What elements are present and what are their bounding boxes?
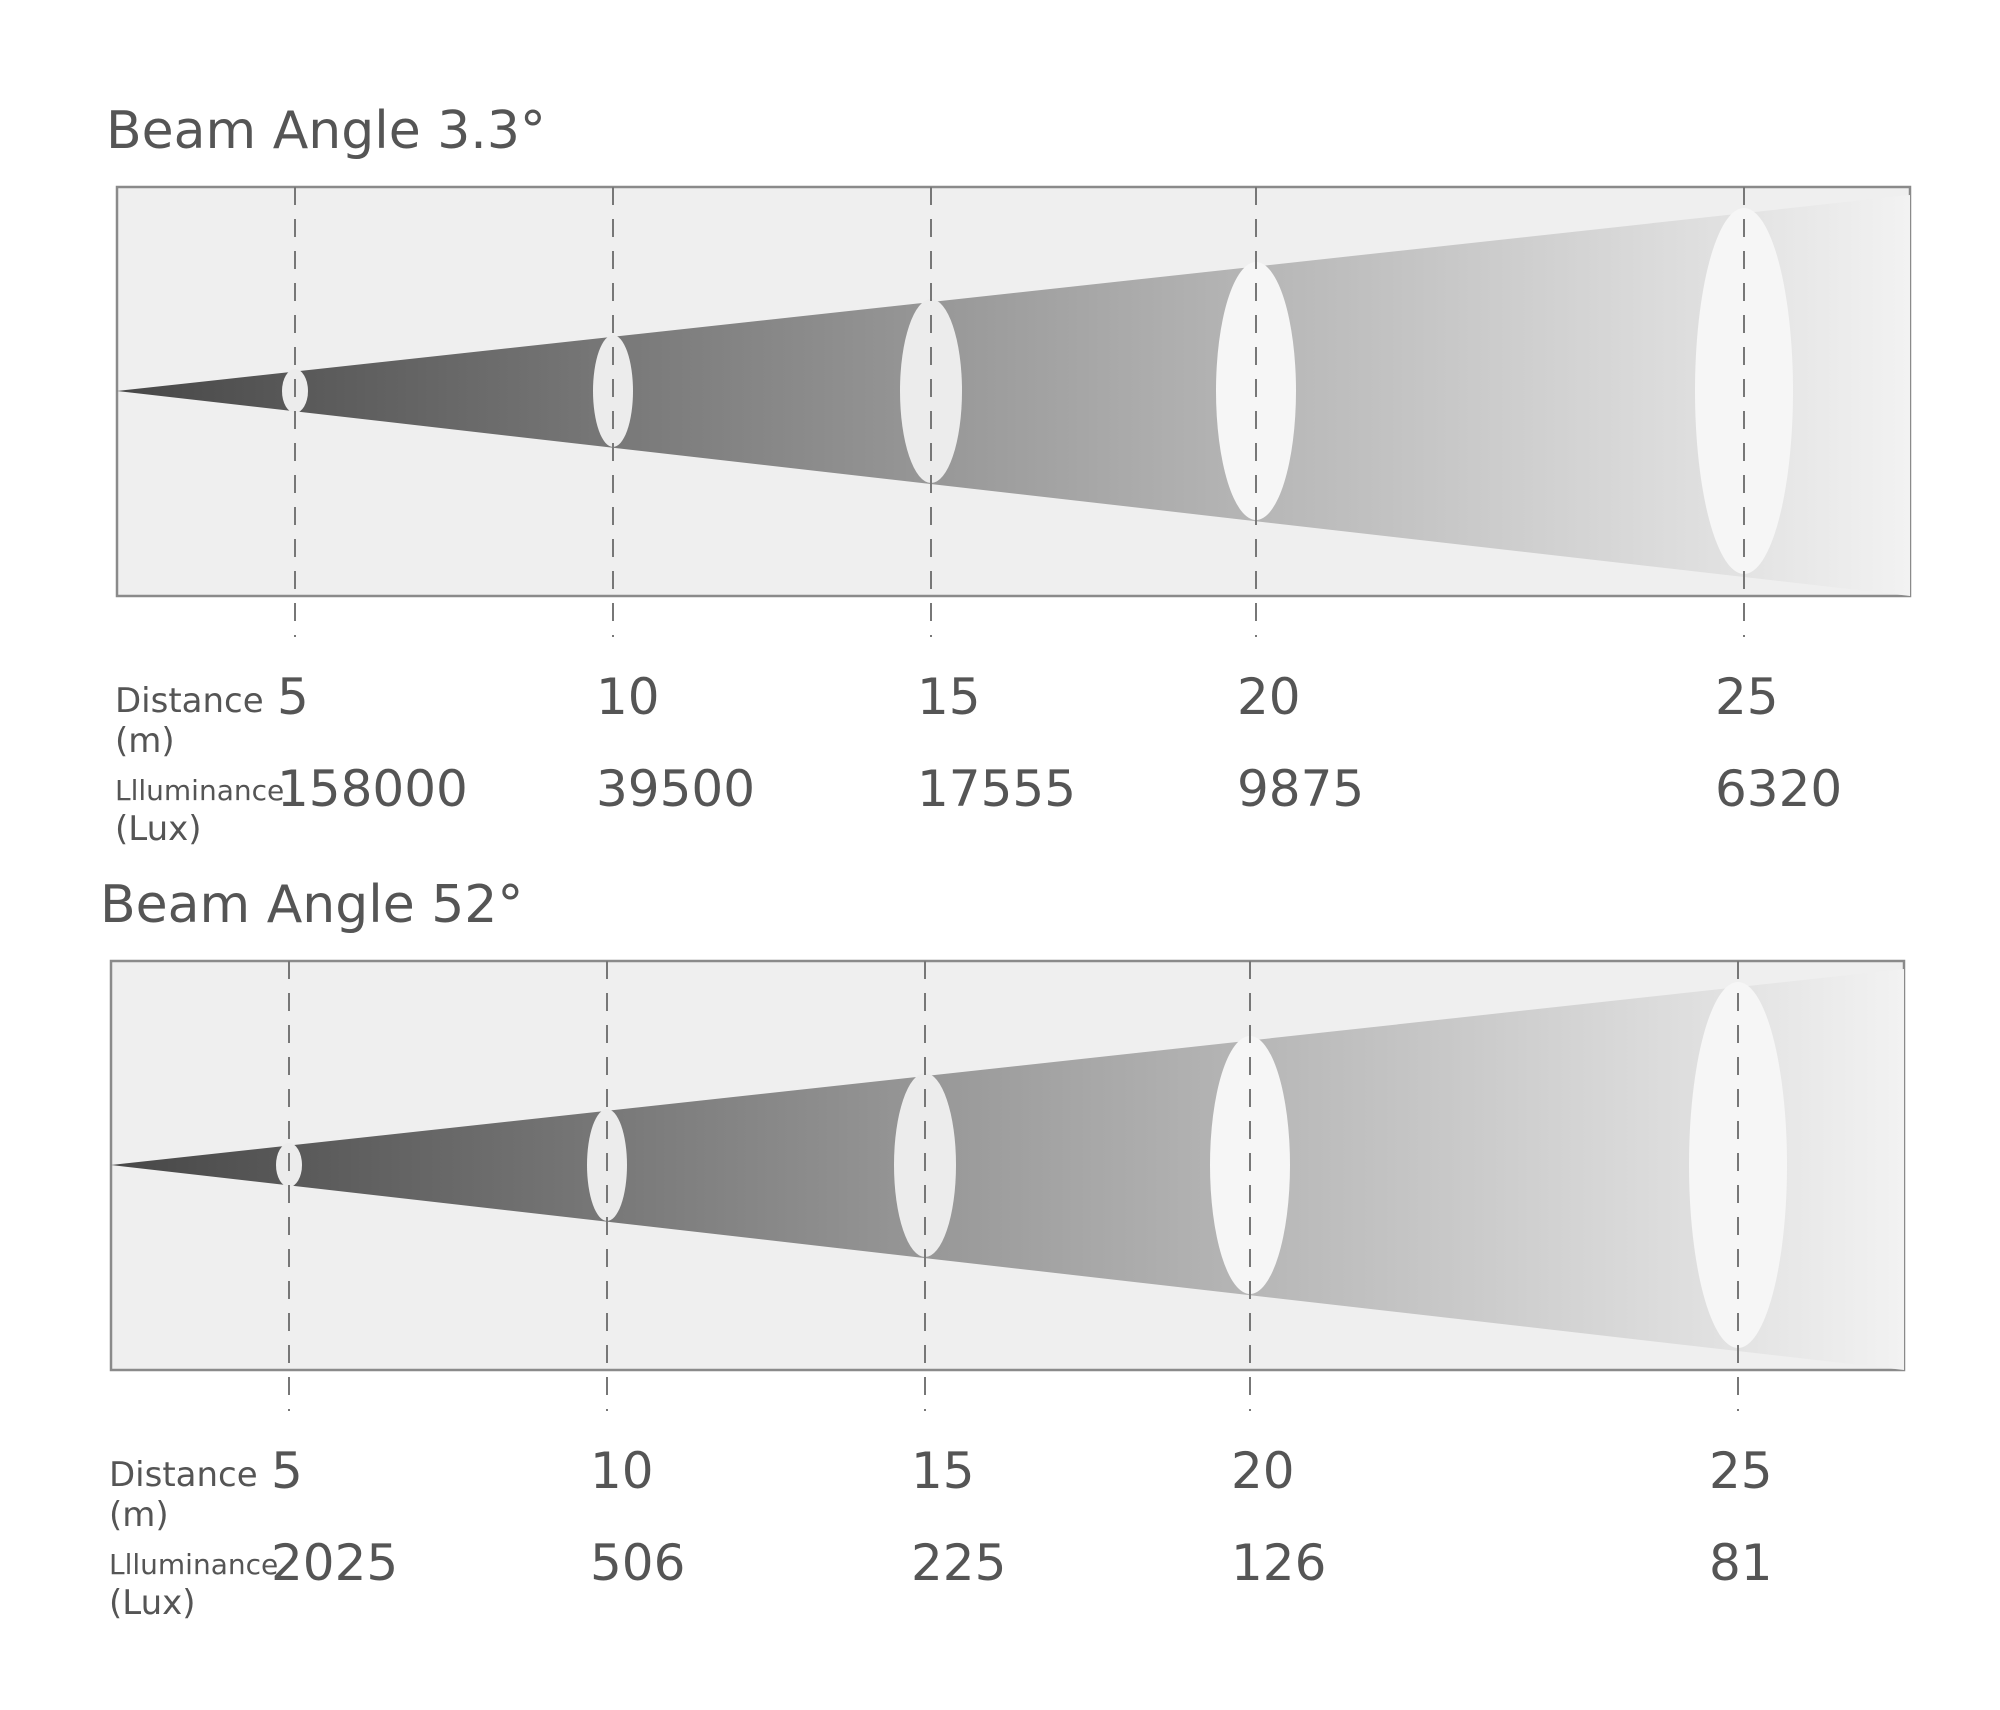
distance-unit: (m) xyxy=(109,1495,169,1535)
distance-value: 25 xyxy=(1709,1442,1773,1500)
panel-title: Beam Angle 3.3° xyxy=(106,101,546,161)
illuminance-unit: (Lux) xyxy=(115,809,202,849)
illuminance-value: 17555 xyxy=(917,760,1076,818)
distance-value: 20 xyxy=(1231,1442,1295,1500)
distance-value: 5 xyxy=(277,668,309,726)
illuminance-value: 81 xyxy=(1709,1534,1773,1592)
distance-unit: (m) xyxy=(115,721,175,761)
illuminance-value: 39500 xyxy=(596,760,755,818)
panel: Beam Angle 52° Distance(m) Llluminance(Lux… xyxy=(100,875,1906,1623)
illuminance-value: 506 xyxy=(590,1534,685,1592)
distance-label: Distance xyxy=(109,1455,258,1495)
illuminance-label: Llluminance xyxy=(115,774,284,807)
illuminance-value: 9875 xyxy=(1237,760,1364,818)
distance-value: 25 xyxy=(1715,668,1779,726)
illuminance-value: 126 xyxy=(1231,1534,1326,1592)
distance-value: 15 xyxy=(911,1442,975,1500)
illuminance-value: 158000 xyxy=(277,760,468,818)
beam-cone xyxy=(117,195,1910,596)
distance-value: 10 xyxy=(596,668,660,726)
illuminance-label: Llluminance xyxy=(109,1548,278,1581)
beam-cone xyxy=(111,969,1904,1370)
illuminance-value: 2025 xyxy=(271,1534,398,1592)
distance-value: 5 xyxy=(271,1442,303,1500)
panel: Beam Angle 3.3° Distance(m) Llluminance(Lu… xyxy=(106,101,1912,849)
distance-label: Distance xyxy=(115,681,264,721)
illuminance-value: 225 xyxy=(911,1534,1006,1592)
distance-value: 10 xyxy=(590,1442,654,1500)
distance-value: 20 xyxy=(1237,668,1301,726)
illuminance-value: 6320 xyxy=(1715,760,1842,818)
distance-value: 15 xyxy=(917,668,981,726)
panel-title: Beam Angle 52° xyxy=(100,875,523,935)
illuminance-unit: (Lux) xyxy=(109,1583,196,1623)
